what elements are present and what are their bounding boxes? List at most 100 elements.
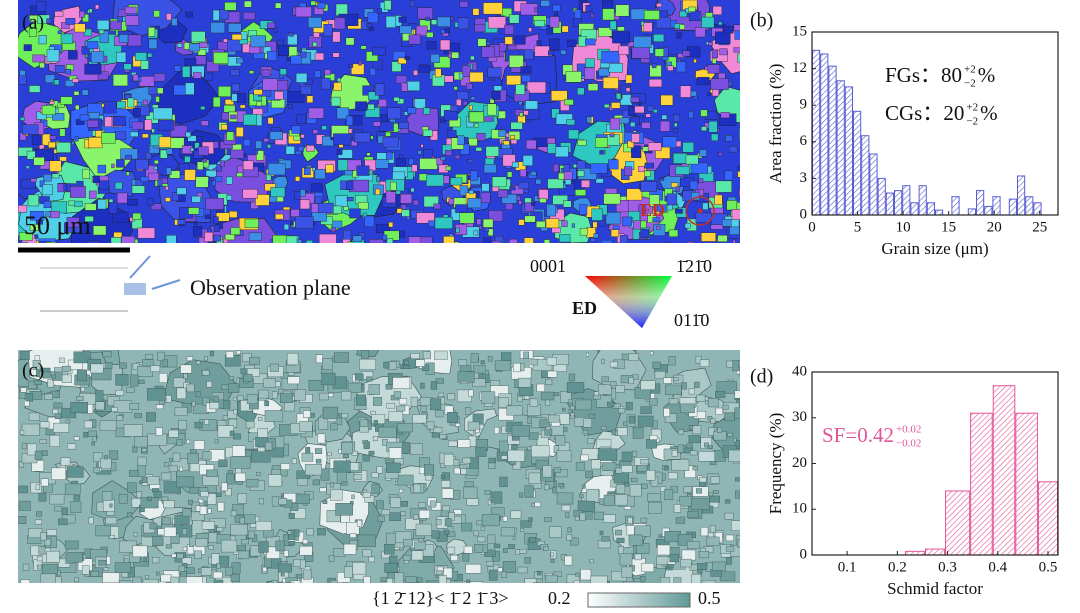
grain (412, 414, 427, 424)
grain (135, 52, 147, 61)
grain (66, 552, 83, 563)
grain (394, 572, 404, 583)
grain (90, 571, 99, 577)
grain (546, 357, 557, 366)
grain (369, 68, 376, 76)
grain (404, 56, 410, 60)
grain (545, 399, 551, 406)
grain (194, 55, 207, 65)
grain (226, 194, 232, 201)
grain (696, 488, 702, 494)
grain (420, 406, 428, 412)
grain (724, 512, 734, 520)
grain (209, 351, 214, 357)
grain (643, 10, 660, 20)
grain (59, 357, 65, 364)
grain (426, 421, 435, 430)
grain (440, 29, 446, 34)
grain (112, 211, 129, 223)
grain (354, 373, 364, 381)
grain (567, 409, 572, 414)
grain (385, 15, 396, 28)
grain (262, 566, 267, 572)
grain (204, 232, 214, 242)
grain (374, 83, 385, 96)
grain (283, 550, 289, 557)
grain (41, 450, 48, 456)
grain (18, 461, 24, 468)
grain (371, 472, 379, 478)
grain (30, 211, 45, 221)
grain (114, 562, 131, 573)
grain (506, 75, 522, 86)
grain (722, 404, 729, 410)
grain (97, 71, 109, 80)
grain (287, 91, 305, 103)
grain (466, 467, 479, 476)
grain (35, 484, 41, 491)
grain (315, 354, 324, 364)
grain (214, 439, 219, 444)
grain (297, 146, 305, 152)
grain (303, 410, 311, 418)
grain (592, 221, 598, 228)
grain (640, 406, 652, 414)
grain (33, 157, 45, 166)
grain (735, 477, 740, 482)
grain (112, 116, 127, 126)
grain (623, 581, 643, 583)
grain (385, 131, 391, 137)
grain (517, 566, 528, 574)
grain (74, 23, 86, 33)
grain (603, 494, 615, 507)
grain (386, 532, 396, 545)
grain (573, 580, 580, 583)
grain (161, 496, 169, 501)
grain (131, 121, 144, 130)
grain (48, 141, 56, 149)
grain (295, 6, 312, 18)
grain (459, 464, 468, 470)
grain (448, 512, 455, 521)
grain (497, 189, 508, 198)
grain (18, 500, 31, 511)
grain (18, 485, 28, 494)
grain (498, 397, 509, 408)
grain (501, 571, 507, 578)
grain (535, 220, 546, 228)
grain (511, 444, 518, 450)
grain (179, 466, 183, 472)
grain (530, 358, 538, 366)
grain (484, 549, 496, 557)
grain (347, 63, 354, 68)
grain (493, 85, 502, 91)
grain (378, 121, 394, 132)
y-tick-label: 10 (792, 501, 807, 517)
grain (565, 71, 582, 83)
grain (565, 512, 570, 518)
grain (372, 436, 378, 442)
grain (185, 567, 195, 574)
grain (28, 28, 37, 37)
grain (327, 451, 332, 456)
grain (523, 188, 529, 194)
bar (828, 65, 837, 216)
grain (221, 482, 228, 492)
grain (700, 527, 709, 537)
grain (322, 358, 333, 370)
grain (459, 212, 475, 224)
grain (691, 574, 702, 583)
grain (626, 188, 643, 201)
grain (371, 46, 386, 56)
grain (186, 439, 191, 444)
grain (410, 353, 420, 359)
grain (229, 376, 234, 380)
grain (400, 193, 413, 204)
grain (251, 450, 271, 463)
grain (734, 407, 740, 419)
grain (719, 48, 728, 56)
grain (587, 83, 599, 91)
grain (443, 236, 455, 243)
grain (480, 360, 485, 365)
grain (182, 528, 187, 535)
